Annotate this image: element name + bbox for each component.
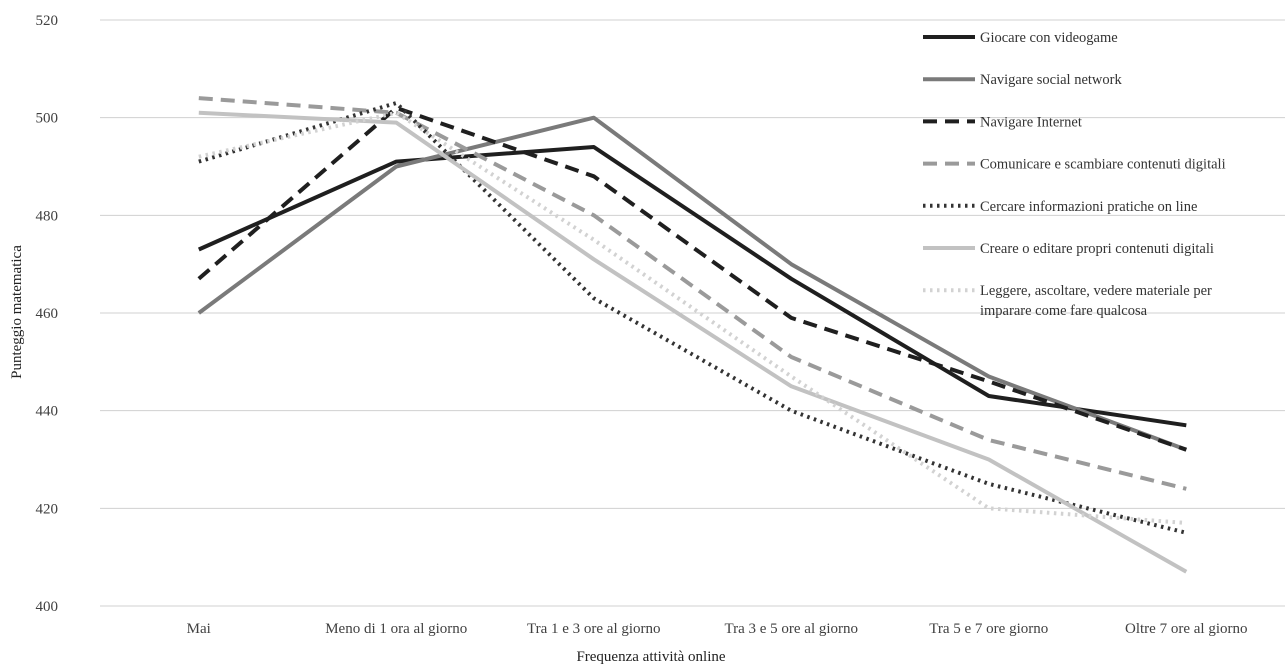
x-axis-ticks: Mai Meno di 1 ora al giorno Tra 1 e 3 ore …: [187, 621, 1248, 637]
legend-label: Cercare informazioni pratiche on line: [980, 199, 1197, 215]
series-line-2: [197, 115, 1187, 452]
legend-label: Leggere, ascoltare, vedere materiale per: [980, 283, 1212, 299]
legend-label: Navigare social network: [980, 72, 1122, 88]
y-tick-label: 460: [36, 306, 59, 322]
legend-label: Navigare Internet: [980, 114, 1082, 130]
y-tick-label: 480: [36, 208, 59, 224]
y-axis-ticks: 400 420 440 460 480 500 520: [36, 13, 59, 615]
series-line-7: [198, 110, 1187, 525]
y-tick-label: 440: [36, 404, 59, 420]
series-lines: [197, 96, 1188, 574]
legend-label: Giocare con videogame: [980, 30, 1118, 46]
y-axis-title: Punteggio matematica: [9, 245, 25, 379]
x-tick-label: Tra 5 e 7 ore giorno: [929, 621, 1048, 637]
x-axis-title: Frequenza attività online: [576, 649, 725, 665]
y-tick-label: 520: [36, 13, 59, 29]
y-tick-label: 420: [36, 501, 59, 517]
series-line-4: [198, 96, 1187, 491]
series-line-5: [198, 101, 1187, 535]
x-tick-label: Mai: [187, 621, 211, 637]
x-tick-label: Tra 1 e 3 ore al giorno: [527, 621, 661, 637]
legend-label: Comunicare e scambiare contenuti digital…: [980, 157, 1226, 173]
x-tick-label: Tra 3 e 5 ore al giorno: [724, 621, 858, 637]
x-tick-label: Meno di 1 ora al giorno: [325, 621, 467, 637]
legend-label: Creare o editare propri contenuti digita…: [980, 241, 1214, 257]
series-line-1: [197, 145, 1187, 428]
y-tick-label: 500: [36, 111, 59, 127]
legend-label: imparare come fare qualcosa: [980, 303, 1148, 319]
legend: Giocare con videogame Navigare social net…: [923, 30, 1226, 319]
y-tick-label: 400: [36, 599, 59, 615]
x-tick-label: Oltre 7 ore al giorno: [1125, 621, 1247, 637]
series-line-3: [197, 105, 1187, 452]
